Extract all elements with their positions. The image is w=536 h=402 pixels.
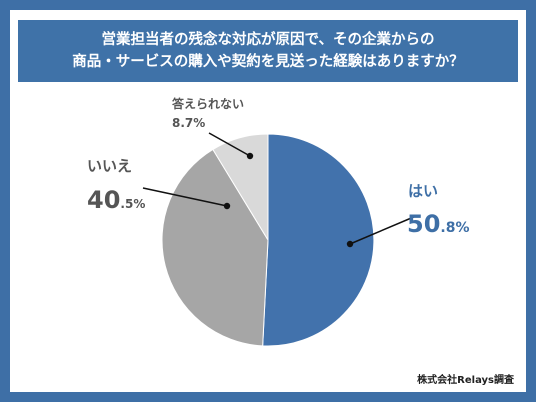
leader-dot-kotaerarenai [246, 152, 254, 160]
title-banner: 営業担当者の残念な対応が原因で、その企業からの 商品・サービスの購入や契約を見送… [18, 20, 518, 82]
label-hai: はい [408, 182, 438, 200]
chart-card: 営業担当者の残念な対応が原因で、その企業からの 商品・サービスの購入や契約を見送… [10, 10, 526, 392]
leader-line-hai [349, 215, 417, 245]
leader-line-iie [142, 187, 228, 207]
leader-line-kotaerarenai [208, 132, 251, 157]
pie-slice-hai [262, 133, 375, 347]
leader-dot-iie [223, 202, 231, 210]
pie-slice-kotaerarenai [212, 133, 269, 242]
credit-text: 株式会社Relays調査 [417, 375, 514, 386]
leader-dot-hai [346, 240, 354, 248]
value-iie: 40.5% [87, 186, 145, 214]
pie-slice-iie [161, 148, 269, 347]
value-kotaerarenai: 8.7% [172, 116, 205, 130]
label-kotaerarenai: 答えられない [172, 96, 244, 111]
value-hai: 50.8% [407, 210, 470, 238]
pie-chart: はい 50.8% いいえ 40.5% 答えられない 8.7% [87, 96, 470, 347]
title-line-1: 営業担当者の残念な対応が原因で、その企業からの [101, 32, 435, 48]
label-iie: いいえ [87, 157, 132, 175]
title-line-2: 商品・サービスの購入や契約を見送った経験はありますか？ [72, 54, 464, 70]
